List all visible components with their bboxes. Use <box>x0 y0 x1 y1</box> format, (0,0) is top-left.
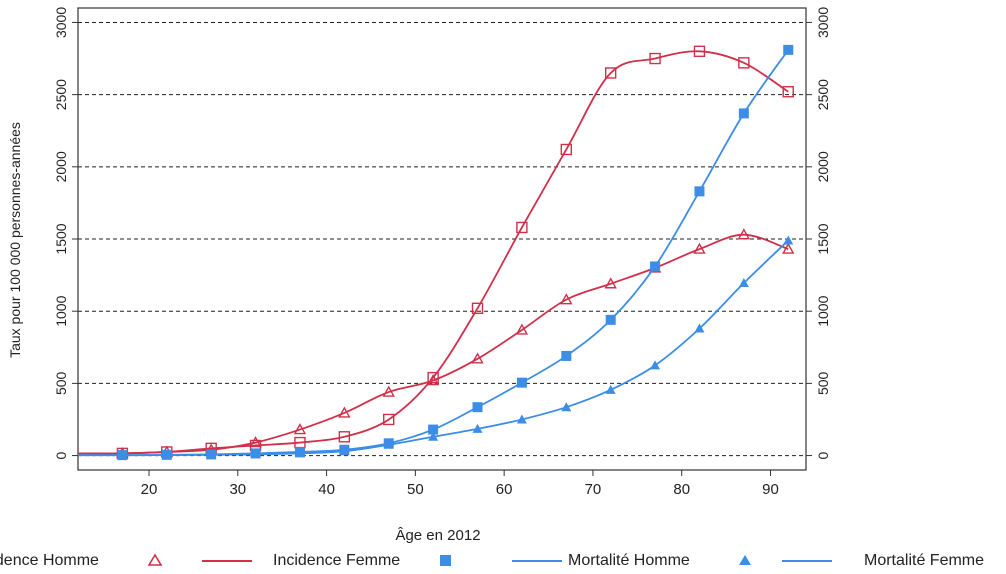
data-point <box>737 228 751 240</box>
data-point <box>383 439 394 449</box>
data-point <box>561 402 572 412</box>
series-triangle-open <box>77 228 795 459</box>
series-layer <box>77 44 795 461</box>
data-point <box>783 44 794 55</box>
data-point <box>650 261 661 272</box>
y-tick-label-right: 1500 <box>815 223 831 254</box>
y-tick-label-right: 500 <box>815 371 831 395</box>
legend-item-incidence-femme: Incidence Femme <box>200 548 451 574</box>
y-tick-label: 1500 <box>53 223 69 254</box>
axes: 0 0 500 500 1000 1000 1500 1500 2000 2000 2500 2500… <box>53 7 831 498</box>
square-filled-icon <box>440 555 451 566</box>
grid-lines <box>78 21 806 457</box>
y-tick-label: 1000 <box>53 295 69 326</box>
data-point <box>693 45 706 58</box>
y-tick-label-right: 2000 <box>815 151 831 182</box>
data-point <box>561 350 572 361</box>
data-point <box>338 406 351 418</box>
data-point <box>516 377 527 388</box>
series-square-open <box>77 45 794 460</box>
x-tick-label: 60 <box>496 481 513 498</box>
data-point <box>693 242 706 254</box>
legend-label: Incidence Femme <box>273 552 401 569</box>
legend-item-mortalite-femme: Mortalité Femme <box>780 548 1006 574</box>
line-blue-icon <box>512 560 562 562</box>
incidence-mortality-chart: 0 0 500 500 1000 1000 1500 1500 2000 2000 2500 2500… <box>7 7 831 544</box>
data-point <box>560 143 572 156</box>
data-point <box>293 423 307 435</box>
legend-item-mortalite-homme: Mortalité Homme <box>510 548 770 574</box>
y-tick-label: 0 <box>53 451 69 459</box>
line-red-icon <box>202 560 252 562</box>
data-point <box>338 431 351 443</box>
data-point <box>428 431 439 441</box>
legend-label: Mortalité Femme <box>864 552 985 569</box>
data-point <box>560 293 573 305</box>
data-point <box>339 446 350 456</box>
data-point <box>738 57 750 69</box>
data-point <box>605 314 616 325</box>
data-point <box>604 277 617 289</box>
data-point <box>294 448 305 458</box>
x-tick-label: 70 <box>585 481 602 498</box>
series-triangle-filled <box>77 235 794 460</box>
y-tick-label: 2500 <box>53 79 69 110</box>
y-tick-label: 500 <box>53 371 69 395</box>
series-line <box>77 49 789 457</box>
data-point <box>516 221 528 234</box>
legend-item-incidence-homme: Incidence Homme <box>0 548 200 574</box>
data-point <box>515 323 529 335</box>
data-point <box>738 108 749 119</box>
series-line <box>77 50 789 455</box>
data-point <box>783 235 794 245</box>
data-point <box>117 450 128 460</box>
line-blue-icon <box>782 560 832 562</box>
x-tick-label: 20 <box>141 481 158 498</box>
data-point <box>383 413 395 426</box>
x-tick-label: 40 <box>318 481 335 498</box>
data-point <box>249 436 262 448</box>
data-point <box>604 67 617 79</box>
y-tick-label-right: 3000 <box>815 7 831 38</box>
y-axis-label: Taux pour 100 000 personnes-années <box>7 122 23 358</box>
data-point <box>649 52 661 65</box>
data-point <box>428 424 439 435</box>
data-point <box>605 384 616 394</box>
legend: Incidence Homme Incidence Femme Mortalit… <box>0 548 1006 574</box>
x-tick-label: 90 <box>762 481 779 498</box>
x-tick-label: 30 <box>229 481 246 498</box>
x-tick-label: 50 <box>407 481 424 498</box>
triangle-filled-icon <box>739 555 751 565</box>
data-point <box>516 414 527 424</box>
y-tick-label-right: 0 <box>815 451 831 459</box>
data-point <box>650 360 661 370</box>
x-tick-label: 80 <box>673 481 690 498</box>
data-point <box>472 423 483 433</box>
data-point <box>250 449 261 459</box>
series-square-filled <box>77 44 794 461</box>
data-point <box>782 86 794 98</box>
data-point <box>427 371 439 384</box>
y-tick-label-right: 2500 <box>815 79 831 110</box>
triangle-open-icon <box>147 553 163 566</box>
data-point <box>738 278 749 288</box>
x-axis-label: Âge en 2012 <box>395 527 480 544</box>
data-point <box>694 323 705 333</box>
y-tick-label: 2000 <box>53 151 69 182</box>
data-point <box>161 450 172 460</box>
data-point <box>206 449 217 459</box>
y-tick-label: 3000 <box>53 7 69 38</box>
series-line <box>77 239 789 457</box>
y-tick-label-right: 1000 <box>815 295 831 326</box>
data-point <box>471 352 484 364</box>
data-point <box>471 302 484 314</box>
legend-label: Mortalité Homme <box>568 552 690 569</box>
series-line <box>77 233 789 455</box>
data-point <box>694 186 705 197</box>
data-point <box>382 385 395 397</box>
data-point <box>472 402 483 413</box>
data-point <box>782 242 795 254</box>
legend-label: Incidence Homme <box>0 552 99 569</box>
